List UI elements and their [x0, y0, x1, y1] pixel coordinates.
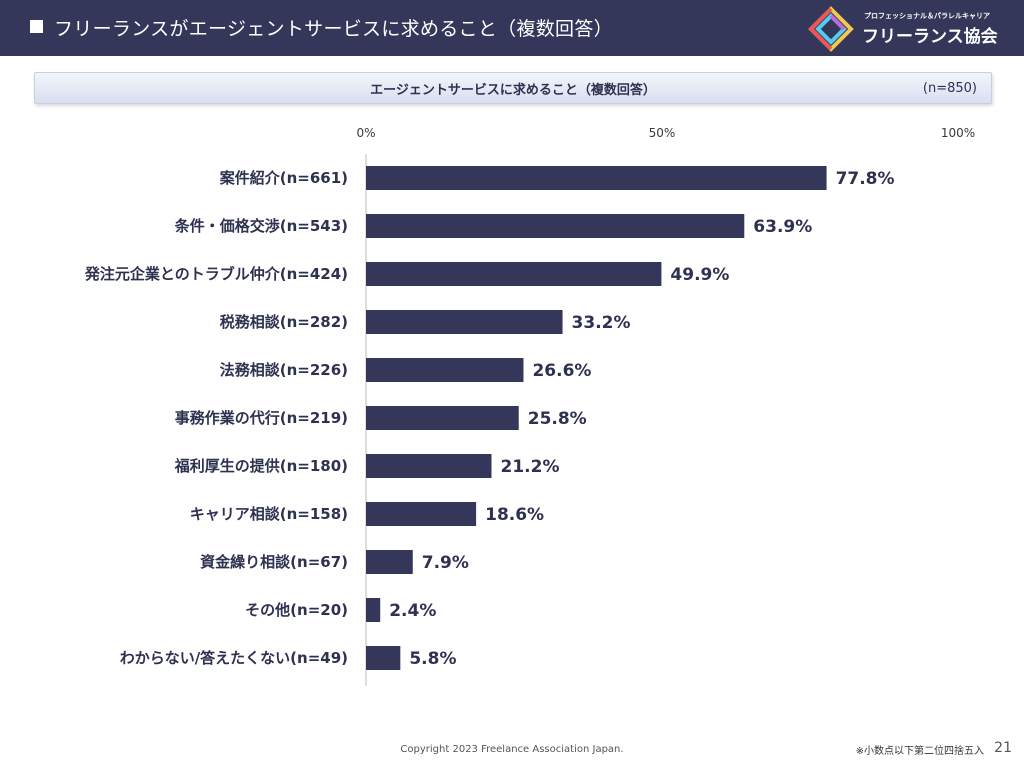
category-label: その他(n=20): [245, 601, 348, 619]
bar: [366, 598, 381, 622]
data-label: 49.9%: [670, 265, 729, 285]
x-tick-label: 100%: [941, 126, 975, 140]
bar: [366, 214, 745, 238]
category-label: キャリア相談(n=158): [190, 505, 348, 523]
bar-chart: 0% 50% 100% 案件紹介(n=661) 77.8% 条件・価格交渉(n=543) 6…: [84, 126, 975, 686]
category-label: 税務相談(n=282): [220, 313, 348, 331]
page-number: 21: [994, 740, 1012, 756]
logo-name: フリーランス協会: [862, 27, 998, 47]
bar: [366, 406, 519, 430]
data-label: 21.2%: [501, 457, 560, 477]
bar: [366, 310, 563, 334]
logo-subtitle: プロフェッショナル＆パラレルキャリア: [864, 12, 990, 20]
data-label: 26.6%: [532, 361, 591, 381]
bullet-square-icon: [30, 20, 43, 33]
category-label: 条件・価格交渉(n=543): [174, 217, 348, 235]
page-title: フリーランスがエージェントサービスに求めること（複数回答）: [54, 18, 613, 40]
data-label: 33.2%: [572, 313, 631, 333]
sample-size: (n=850): [922, 81, 977, 96]
category-label: 発注元企業とのトラブル仲介(n=424): [84, 265, 348, 283]
x-tick-label: 0%: [356, 126, 375, 140]
copyright: Copyright 2023 Freelance Association Jap…: [400, 744, 624, 755]
bar: [366, 502, 477, 526]
data-label: 7.9%: [422, 553, 469, 573]
category-label: わからない/答えたくない(n=49): [120, 649, 348, 667]
bar: [366, 358, 524, 382]
category-label: 資金繰り相談(n=67): [200, 553, 348, 571]
data-label: 63.9%: [753, 217, 812, 237]
bar: [366, 454, 492, 478]
bar: [366, 646, 401, 670]
x-tick-label: 50%: [649, 126, 676, 140]
chart-title: エージェントサービスに求めること（複数回答）: [370, 83, 656, 98]
logo: プロフェッショナル＆パラレルキャリア フリーランス協会: [808, 4, 1008, 52]
bar: [366, 262, 662, 286]
rounding-note: ※小数点以下第二位四捨五入: [855, 746, 984, 757]
category-label: 事務作業の代行(n=219): [175, 409, 348, 427]
header-bar: フリーランスがエージェントサービスに求めること（複数回答） プロフェッショナル＆…: [0, 0, 1024, 56]
data-label: 2.4%: [389, 601, 436, 621]
category-label: 案件紹介(n=661): [219, 169, 348, 187]
category-label: 福利厚生の提供(n=180): [174, 457, 348, 475]
bar: [366, 166, 827, 190]
data-label: 77.8%: [836, 169, 895, 189]
bar: [366, 550, 413, 574]
data-label: 25.8%: [528, 409, 587, 429]
chart-banner: エージェントサービスに求めること（複数回答） (n=850): [34, 72, 992, 104]
data-label: 18.6%: [485, 505, 544, 525]
data-label: 5.8%: [409, 649, 456, 669]
logo-mark-icon: [808, 6, 854, 52]
category-label: 法務相談(n=226): [220, 361, 348, 379]
